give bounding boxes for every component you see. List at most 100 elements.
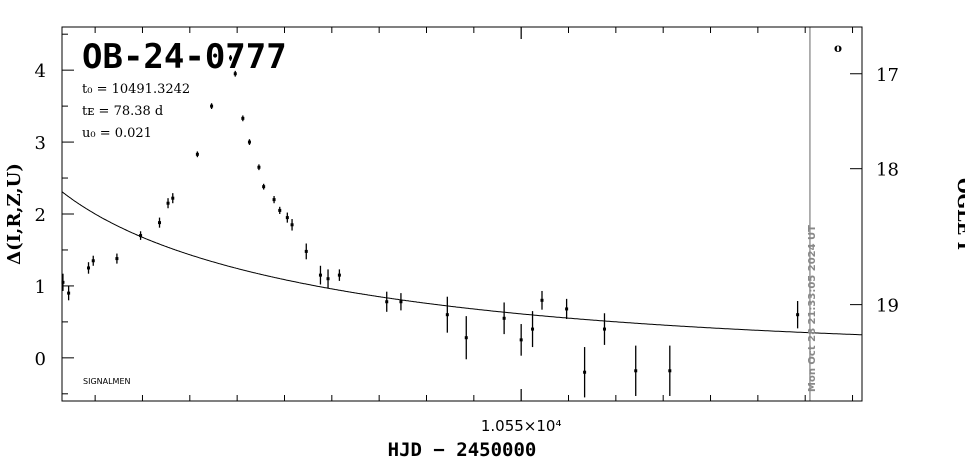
data-point xyxy=(531,311,535,348)
point-marker xyxy=(257,165,261,169)
point-marker xyxy=(158,221,162,225)
point-marker xyxy=(326,277,330,281)
data-point xyxy=(519,324,523,356)
data-point xyxy=(326,269,330,289)
y-axis-label: Δ(I,R,Z,U) xyxy=(4,163,25,265)
data-point xyxy=(91,255,95,266)
point-marker xyxy=(445,313,449,317)
point-marker xyxy=(67,291,71,295)
data-point xyxy=(399,293,403,311)
data-point xyxy=(304,243,308,260)
data-point xyxy=(233,70,237,77)
data-point xyxy=(565,298,569,320)
data-point xyxy=(195,151,199,158)
x-tick-label: 1.055×10⁴ xyxy=(481,417,562,435)
point-marker xyxy=(399,300,403,304)
point-marker xyxy=(583,370,587,374)
data-point xyxy=(218,56,222,63)
point-marker xyxy=(61,280,65,284)
point-marker xyxy=(385,300,389,304)
point-marker xyxy=(247,140,251,144)
point-marker xyxy=(210,104,214,108)
data-point xyxy=(634,345,638,396)
model-curve xyxy=(61,191,863,336)
point-marker xyxy=(278,208,282,212)
point-marker xyxy=(464,336,468,340)
point-marker xyxy=(519,338,523,342)
param-u0: u₀ = 0.021 xyxy=(82,126,152,141)
y-tick-label: 1 xyxy=(35,277,46,298)
y-tick-label: 3 xyxy=(35,133,46,154)
data-point xyxy=(166,198,170,209)
legend-marker: o xyxy=(834,41,842,55)
data-point xyxy=(796,301,800,329)
point-marker xyxy=(91,259,95,263)
y-axis-right-label: OGLE I xyxy=(953,178,965,250)
point-marker xyxy=(272,198,276,202)
point-marker xyxy=(139,234,143,238)
data-point xyxy=(272,196,276,204)
y-tick-label: 0 xyxy=(35,349,46,370)
data-point xyxy=(87,262,91,274)
point-marker xyxy=(540,298,544,302)
point-marker xyxy=(565,307,569,311)
point-marker xyxy=(241,116,245,120)
point-marker xyxy=(634,369,638,373)
axis-ticks-layer: 0 1 2 3 4 17 18 19 1.055×10⁴ xyxy=(35,27,899,435)
data-point xyxy=(285,212,289,223)
data-point xyxy=(602,313,606,345)
data-point xyxy=(668,345,672,396)
point-marker xyxy=(166,201,170,205)
point-marker xyxy=(115,257,119,261)
point-marker xyxy=(290,223,294,227)
data-point xyxy=(171,193,175,204)
data-point xyxy=(502,302,506,335)
point-marker xyxy=(285,216,289,220)
data-point xyxy=(241,115,245,122)
timestamp-label: Mon Oct 28 21:33:05 2024 UT xyxy=(807,225,818,392)
data-point xyxy=(540,290,544,310)
data-points-layer xyxy=(61,55,800,398)
point-marker xyxy=(502,316,506,320)
point-marker xyxy=(668,369,672,373)
y-right-tick-label: 17 xyxy=(876,65,899,86)
model-curve-layer xyxy=(61,191,863,336)
y-right-tick-label: 19 xyxy=(876,296,899,317)
point-marker xyxy=(602,327,606,331)
y-tick-label: 2 xyxy=(35,205,46,226)
data-point xyxy=(290,219,294,231)
point-marker xyxy=(87,266,91,270)
point-marker xyxy=(262,185,266,189)
data-point xyxy=(67,285,71,301)
data-point xyxy=(445,296,449,333)
y-tick-label: 4 xyxy=(35,61,46,82)
signalmen-label: SIGNALMEN xyxy=(83,377,131,386)
data-point xyxy=(229,55,233,61)
data-point xyxy=(247,139,251,145)
point-marker xyxy=(233,72,237,76)
data-point xyxy=(139,231,143,240)
point-marker xyxy=(304,249,308,253)
point-marker xyxy=(218,57,222,61)
data-point xyxy=(257,164,261,171)
point-marker xyxy=(531,327,535,331)
point-marker xyxy=(318,273,322,277)
data-point xyxy=(337,269,341,281)
x-axis-label: HJD − 2450000 xyxy=(388,439,537,459)
data-point xyxy=(385,291,389,312)
param-te: tᴇ = 78.38 d xyxy=(82,104,163,119)
data-point xyxy=(318,265,322,285)
data-point xyxy=(583,347,587,398)
data-point xyxy=(278,206,282,214)
param-t0: t₀ = 10491.3242 xyxy=(82,82,190,97)
data-point xyxy=(262,183,266,190)
data-point xyxy=(115,253,119,264)
point-marker xyxy=(171,196,175,200)
data-point xyxy=(61,273,65,291)
point-marker xyxy=(796,313,800,317)
point-marker xyxy=(337,273,341,277)
point-marker xyxy=(229,56,233,60)
data-point xyxy=(158,217,162,228)
